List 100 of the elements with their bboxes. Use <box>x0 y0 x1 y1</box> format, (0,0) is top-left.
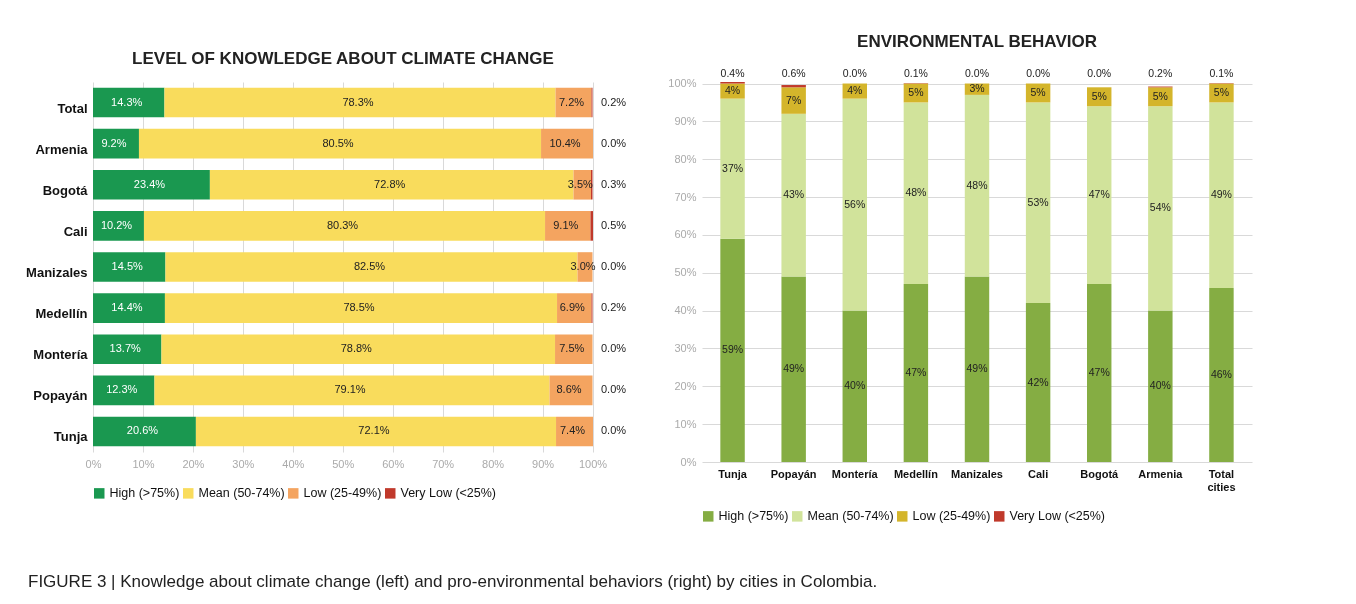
x-tick-label: 30% <box>232 457 255 470</box>
data-label: 78.3% <box>342 95 374 108</box>
data-label: 5% <box>1213 85 1230 98</box>
data-label: 5% <box>1091 89 1107 102</box>
bar <box>93 87 165 118</box>
y-tick-label: Tunja <box>53 429 89 445</box>
data-label: 0.0% <box>842 67 867 79</box>
data-label: 9.1% <box>553 218 579 231</box>
x-tick-label: 100% <box>578 457 608 470</box>
data-label: 0.4% <box>720 67 745 79</box>
y-tick-label: Montería <box>33 347 89 363</box>
bar <box>557 293 592 323</box>
data-label: 43% <box>783 188 805 201</box>
bar <box>154 375 550 406</box>
data-label: 0.1% <box>1209 67 1234 79</box>
data-label: 5% <box>908 85 924 98</box>
data-label: 80.3% <box>326 218 359 231</box>
data-label: 54% <box>1149 201 1171 214</box>
bar <box>93 416 196 447</box>
data-label: 56% <box>844 197 866 210</box>
y-tick-label: 40% <box>674 304 697 317</box>
bar <box>93 169 210 200</box>
data-label: 14.4% <box>111 301 143 314</box>
data-label: 47% <box>1088 188 1110 201</box>
bar <box>842 310 867 462</box>
data-label: 0.2% <box>601 301 627 314</box>
data-label: 49% <box>783 362 805 375</box>
bar <box>964 94 990 277</box>
bar <box>1148 310 1173 462</box>
bar <box>1209 287 1234 462</box>
data-label: 14.3% <box>111 95 143 108</box>
data-label: 8.6% <box>556 383 582 396</box>
y-tick-label: Bogotá <box>42 182 89 198</box>
y-tick-label: 30% <box>674 341 697 354</box>
data-label: 0.2% <box>601 95 627 108</box>
y-tick-label: Popayán <box>33 388 88 404</box>
data-label: 14.5% <box>111 260 144 272</box>
bar <box>720 98 745 239</box>
bar <box>1209 102 1234 288</box>
data-label: 0.0% <box>601 383 627 396</box>
data-label: 0.0% <box>601 260 627 272</box>
data-label: 20.6% <box>126 424 159 437</box>
bar <box>164 87 556 118</box>
bar <box>555 334 593 365</box>
legend-label: Low (25-49%) <box>303 486 382 501</box>
data-label: 48% <box>905 186 927 199</box>
data-label: 5% <box>1152 89 1168 102</box>
data-label: 0.3% <box>601 177 627 190</box>
data-label: 0.0% <box>1087 67 1112 79</box>
data-label: 23.4% <box>133 177 166 190</box>
x-tick-label: 50% <box>332 457 355 470</box>
legend-label: Mean (50-74%) <box>807 509 894 524</box>
data-label: 80.5% <box>322 136 354 149</box>
data-label: 78.8% <box>340 342 373 355</box>
y-tick-label: Manizales <box>26 265 88 280</box>
bar <box>545 211 591 241</box>
y-tick-label: 20% <box>674 379 697 392</box>
bar <box>842 98 867 311</box>
data-label: 0.6% <box>781 67 806 79</box>
caption: FIGURE 3 | Knowledge about climate change (left) and pro-environmental behaviors (right) by cities in Colombia. <box>28 572 878 592</box>
bar <box>195 416 557 447</box>
data-label: 46% <box>1210 367 1232 380</box>
x-tick-label: Montería <box>831 467 879 480</box>
data-label: 10.4% <box>549 136 581 149</box>
x-tick-label: Bogotá <box>1080 467 1120 480</box>
data-label: 0.2% <box>1148 67 1173 79</box>
bar <box>781 276 806 462</box>
y-tick-label: Total <box>57 100 88 116</box>
data-label: 4% <box>724 84 741 97</box>
data-label: 47% <box>1088 366 1110 379</box>
bar <box>903 102 929 285</box>
data-label: 7.5% <box>559 342 585 355</box>
data-label: 13.7% <box>109 342 142 355</box>
bar <box>93 252 166 282</box>
bar <box>720 238 745 462</box>
x-tick-label: Manizales <box>951 467 1003 480</box>
data-label: 7% <box>786 93 802 106</box>
data-label: 7.4% <box>559 424 586 437</box>
legend-label: Mean (50-74%) <box>198 486 285 501</box>
legend-label: High (>75%) <box>109 486 180 501</box>
data-label: 79.1% <box>334 383 366 396</box>
x-tick-label: Medellín <box>893 467 939 480</box>
data-label: 48% <box>966 178 988 191</box>
x-tick-label: Total cities <box>1207 467 1236 493</box>
data-label: 0.0% <box>601 424 627 437</box>
x-tick-label: Armenia <box>1138 467 1184 480</box>
data-label: 12.3% <box>106 383 138 396</box>
bar <box>903 284 929 462</box>
data-label: 72.1% <box>358 424 390 437</box>
bar <box>1025 303 1051 462</box>
data-label: 3.5% <box>567 177 594 190</box>
y-tick-label: Armenia <box>35 141 89 157</box>
data-label: 59% <box>722 343 744 356</box>
x-tick-label: 70% <box>432 457 455 470</box>
data-label: 7.2% <box>558 95 585 108</box>
data-label: 42% <box>1027 375 1049 388</box>
data-label: 0.0% <box>601 136 627 149</box>
data-label: 5% <box>1030 85 1046 98</box>
legend-label: Low (25-49%) <box>912 509 991 524</box>
x-tick-label: Tunja <box>718 467 748 480</box>
